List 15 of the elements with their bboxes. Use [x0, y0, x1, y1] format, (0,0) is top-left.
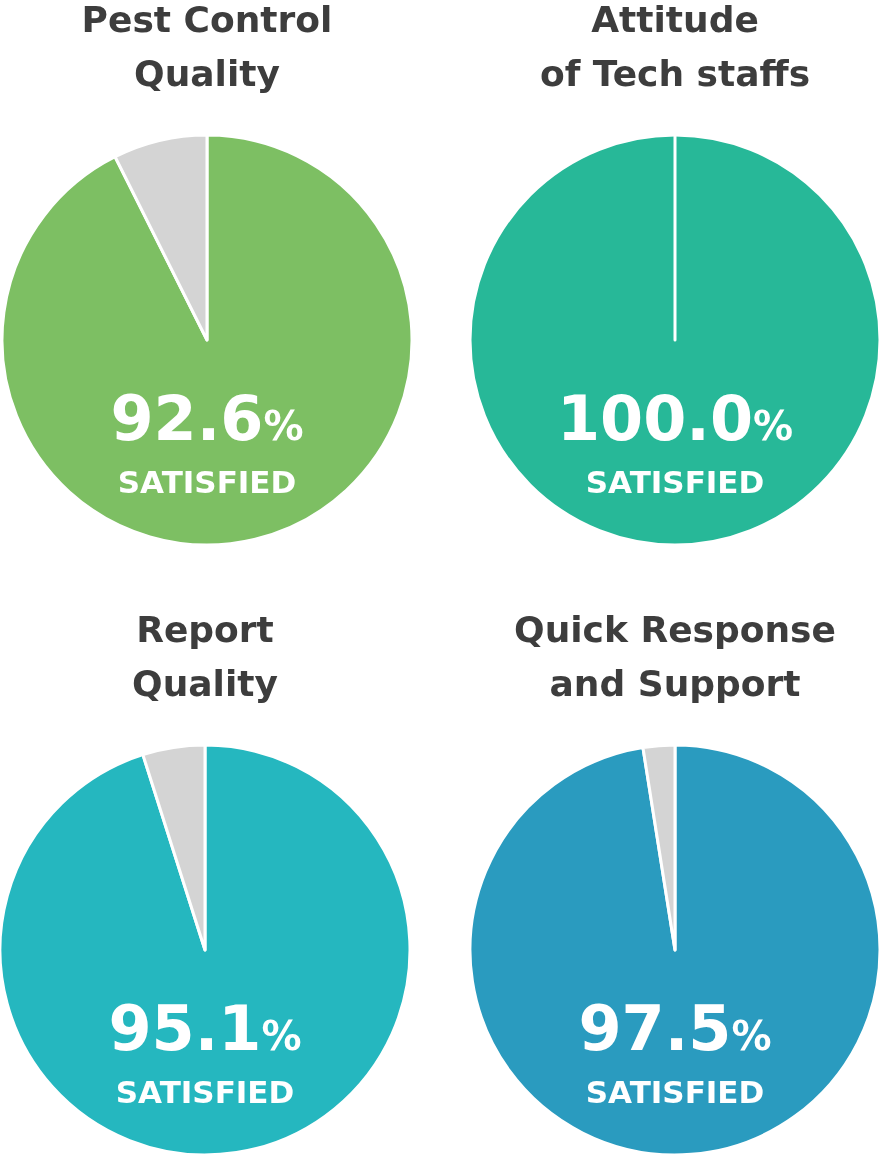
pie-slice [468, 743, 880, 1157]
chart-title: Attitude of Tech staffs [539, 0, 811, 94]
chart-title: Pest Control Quality [81, 0, 333, 94]
data-label: 92.6% [110, 382, 304, 455]
data-label: 95.1% [108, 992, 302, 1065]
data-label: 97.5% [578, 992, 772, 1065]
chart-title: Quick Response and Support [514, 609, 836, 704]
chart-title: Report Quality [132, 609, 278, 704]
data-label: 100.0% [556, 382, 794, 455]
pie-slice [0, 133, 414, 547]
slice-label: SATISFIED [115, 1074, 295, 1110]
slice-label: SATISFIED [585, 1074, 765, 1110]
slice-label: SATISFIED [117, 464, 297, 500]
pie-slice [0, 743, 412, 1157]
slice-label: SATISFIED [585, 464, 765, 500]
